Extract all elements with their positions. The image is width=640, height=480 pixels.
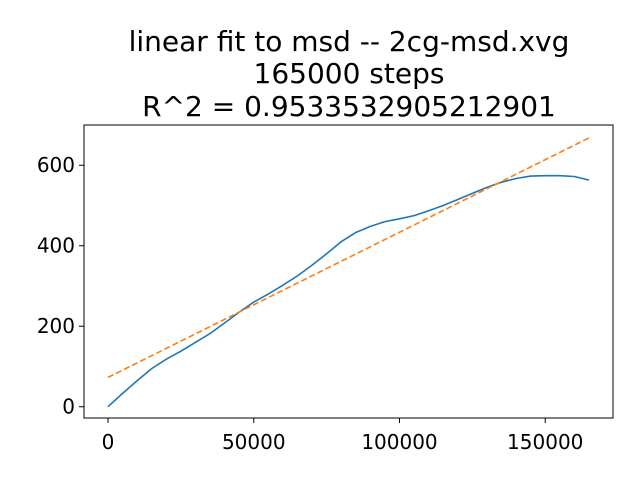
x-axis: 0 50000 100000 150000: [102, 418, 583, 454]
plot-area: [107, 137, 590, 408]
x-tick-label: 50000: [222, 430, 286, 454]
axes-frame: [83, 124, 614, 419]
y-tick-label: 600: [37, 153, 75, 177]
msd-line: [107, 174, 590, 408]
linear-fit-line: [107, 137, 590, 379]
chart-title-line-1: linear fit to msd -- 2cg-msd.xvg: [129, 25, 570, 58]
y-tick-label: 400: [37, 234, 75, 258]
x-tick-label: 0: [102, 430, 115, 454]
chart-title-line-3: R^2 = 0.9533532905212901: [142, 90, 556, 123]
chart-title-line-2: 165000 steps: [254, 57, 445, 90]
y-tick-label: 0: [62, 395, 75, 419]
x-tick-label: 100000: [361, 430, 437, 454]
x-tick-label: 150000: [507, 430, 583, 454]
y-tick-label: 200: [37, 314, 75, 338]
y-axis: 0 200 400 600: [37, 153, 84, 419]
